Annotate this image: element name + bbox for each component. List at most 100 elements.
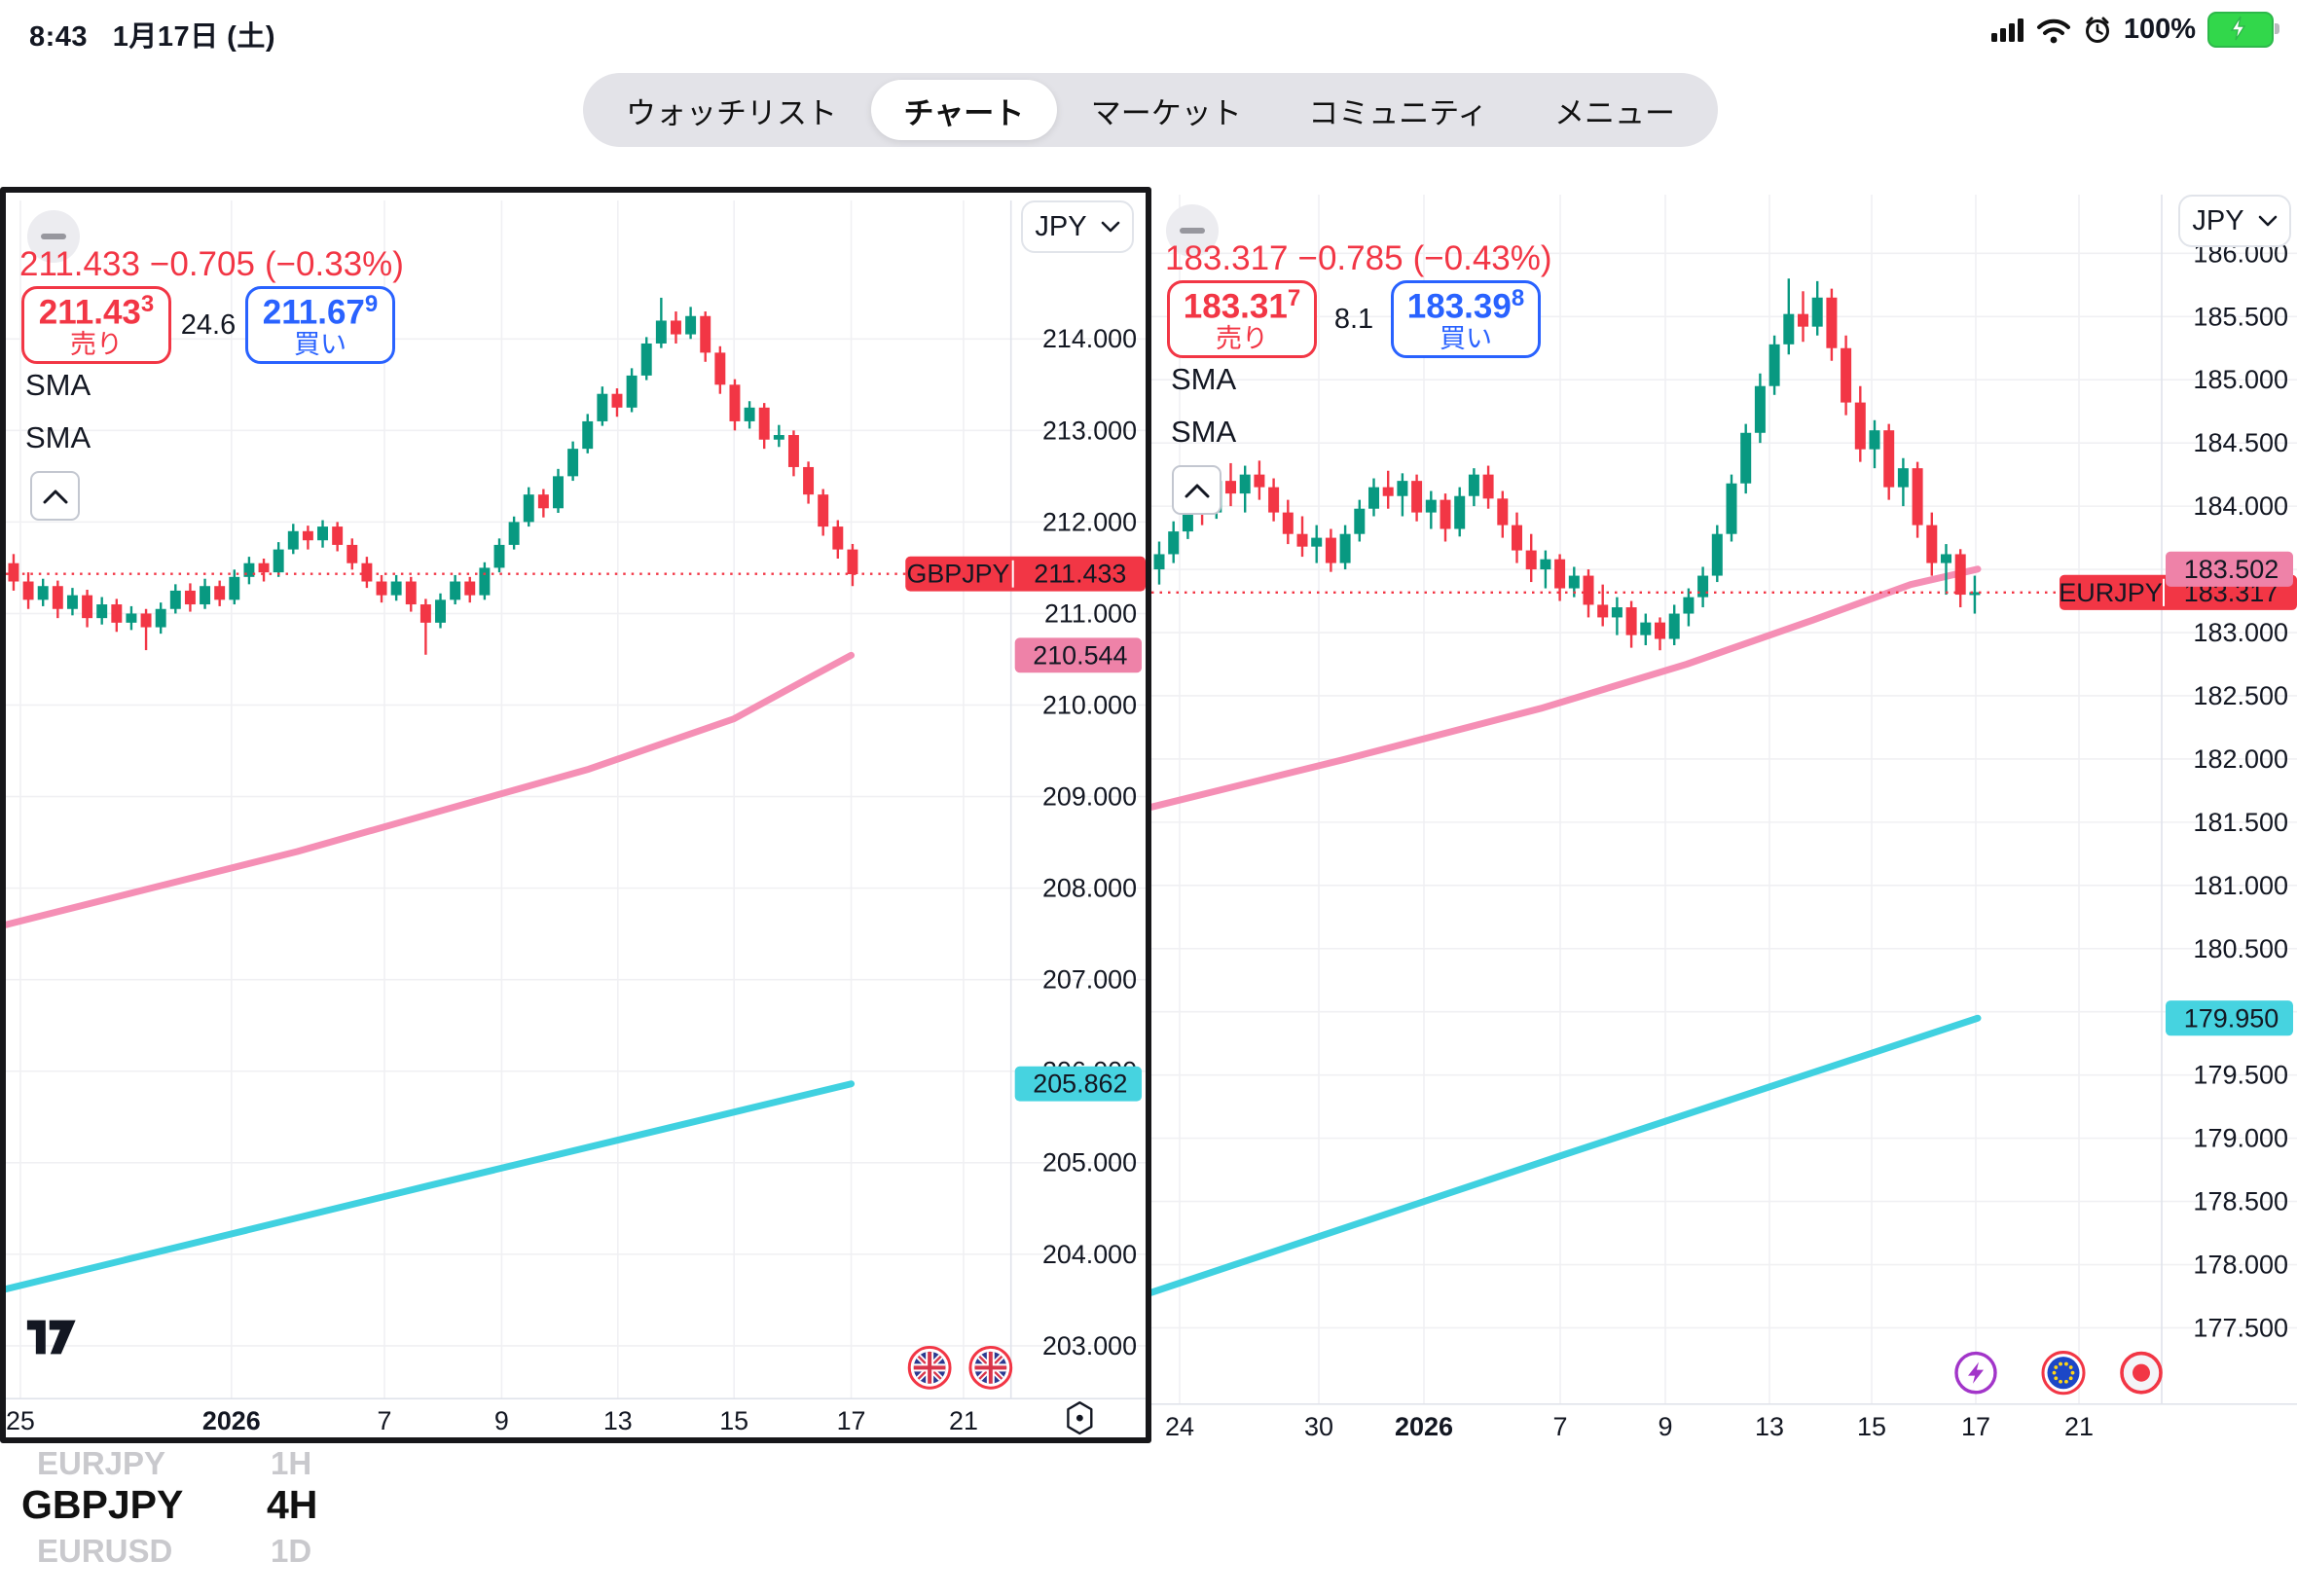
- price-axis-label: 181.000: [2193, 871, 2288, 900]
- status-time: 8:43: [29, 21, 89, 53]
- price-axis-label: 209.000: [1042, 782, 1137, 812]
- time-axis-label: 7: [1552, 1412, 1567, 1441]
- time-axis-label: 25: [6, 1406, 35, 1435]
- price-axis-label: 184.000: [2193, 491, 2288, 521]
- collapse-circle-button[interactable]: [27, 210, 80, 263]
- chevron-up-icon: [1185, 484, 1209, 497]
- time-axis-label: 9: [494, 1406, 509, 1435]
- tab-watchlist[interactable]: ウォッチリスト: [626, 95, 837, 130]
- sma-indicator-label[interactable]: SMA: [25, 368, 91, 402]
- price-axis-label: 185.500: [2193, 302, 2288, 331]
- time-axis-label: 24: [1165, 1412, 1194, 1441]
- tradingview-logo: [26, 1320, 76, 1355]
- price-axis-label: 179.500: [2193, 1061, 2288, 1090]
- price-axis-label: 181.500: [2193, 808, 2288, 837]
- last-price: 183.317: [1165, 239, 1289, 277]
- main-nav-tabs: ウォッチリスト チャート マーケット コミュニティ メニュー: [583, 73, 1718, 147]
- collapse-header-button[interactable]: [1172, 465, 1221, 515]
- price-line-value-badge: 211.433: [1034, 560, 1126, 589]
- time-axis-label: 13: [603, 1406, 633, 1435]
- buy-button[interactable]: 183.398 買い: [1391, 280, 1541, 358]
- collapse-circle-button[interactable]: [1166, 204, 1219, 257]
- chevron-down-icon: [1101, 221, 1119, 233]
- spread-value: 24.6: [180, 308, 237, 341]
- price-axis-label: 204.000: [1042, 1240, 1137, 1269]
- sma-indicator-label[interactable]: SMA: [1171, 415, 1237, 449]
- price-axis-label: 178.500: [2193, 1187, 2288, 1216]
- tab-market[interactable]: マーケット: [1090, 95, 1242, 130]
- chevron-down-icon: [2258, 215, 2277, 227]
- gbpjpy-chart-canvas[interactable]: 214.000 213.000 212.000 211.000 210.000 209.0…: [6, 193, 1146, 1437]
- status-date: 1月17日 (土): [112, 21, 275, 53]
- time-axis-label: 21: [949, 1406, 978, 1435]
- time-axis-label: 2026: [202, 1406, 261, 1435]
- time-axis-label: 7: [378, 1406, 392, 1435]
- price-change: −0.785: [1297, 239, 1404, 277]
- currency-dropdown[interactable]: JPY: [1021, 200, 1134, 253]
- tab-menu[interactable]: メニュー: [1553, 95, 1675, 130]
- time-axis-label: 2026: [1395, 1412, 1453, 1441]
- tab-community[interactable]: コミュニティ: [1308, 95, 1488, 130]
- price-axis-label: 210.000: [1042, 690, 1137, 719]
- currency-dropdown[interactable]: JPY: [2178, 195, 2291, 247]
- price-axis-label: 203.000: [1042, 1331, 1137, 1360]
- sma-value-badge: 205.862: [1033, 1070, 1127, 1099]
- sma-indicator-label[interactable]: SMA: [1171, 362, 1237, 396]
- time-axis-label: 17: [1961, 1412, 1990, 1441]
- collapse-header-button[interactable]: [30, 471, 80, 521]
- chevron-up-icon: [43, 490, 67, 503]
- gbpjpy-chart-panel[interactable]: 214.000 213.000 212.000 211.000 210.000 209.0…: [0, 187, 1151, 1443]
- time-axis-label: 17: [837, 1406, 866, 1435]
- eu-flag-icon[interactable]: [2041, 1351, 2086, 1396]
- last-price: 211.433: [19, 245, 140, 283]
- battery-percent: 100%: [2123, 14, 2196, 45]
- bolt-icon[interactable]: [1954, 1351, 1997, 1395]
- spread-value: 8.1: [1333, 303, 1374, 335]
- price-axis-label: 183.000: [2193, 618, 2288, 647]
- crosshair-target-icon[interactable]: [1067, 1400, 1093, 1435]
- eurjpy-chart-panel[interactable]: 186.000185.500185.000184.500184.000183.5…: [1151, 187, 2297, 1443]
- price-axis-label: 205.000: [1042, 1148, 1137, 1178]
- picker-row[interactable]: EURJPY 1H: [37, 1445, 312, 1481]
- symbol-timeframe-picker[interactable]: EURJPY 1H GBPJPY 4H EURUSD 1D: [0, 1443, 409, 1596]
- price-axis-label: 208.000: [1042, 874, 1137, 903]
- wifi-icon: [2036, 18, 2070, 43]
- time-axis-label: 13: [1755, 1412, 1784, 1441]
- price-axis-label: 185.000: [2193, 365, 2288, 394]
- sma-value-badge: 179.950: [2184, 1003, 2279, 1033]
- eurjpy-chart-canvas[interactable]: 186.000185.500185.000184.500184.000183.5…: [1151, 187, 2297, 1443]
- quote-line: 211.433 −0.705 (−0.33%): [19, 245, 414, 284]
- time-axis-label: 21: [2064, 1412, 2094, 1441]
- price-axis-label: 213.000: [1042, 416, 1137, 445]
- bottom-toolbar: EURJPY 1H GBPJPY 4H EURUSD 1D: [0, 1443, 2297, 1596]
- price-axis-label: 179.000: [2193, 1124, 2288, 1153]
- picker-row[interactable]: EURUSD 1D: [37, 1533, 312, 1569]
- price-axis-label: 212.000: [1042, 507, 1137, 536]
- quote-line: 183.317 −0.785 (−0.43%): [1165, 239, 1562, 278]
- price-axis-label: 214.000: [1042, 324, 1137, 353]
- time-axis-label: 9: [1658, 1412, 1672, 1441]
- sma-indicator-label[interactable]: SMA: [25, 420, 91, 454]
- price-change-pct: (−0.33%): [264, 245, 404, 283]
- price-axis-label: 180.500: [2193, 934, 2288, 963]
- status-bar: 8:43 1月17日 (土) 100%: [0, 0, 2297, 62]
- cellular-icon: [1990, 18, 2024, 42]
- sell-button[interactable]: 211.433 売り: [21, 286, 171, 364]
- buy-button[interactable]: 211.679 買い: [245, 286, 395, 364]
- price-axis-label: 182.500: [2193, 681, 2288, 710]
- price-change: −0.705: [149, 245, 255, 283]
- sma-value-badge: 183.502: [2184, 555, 2279, 584]
- time-axis-label: 15: [719, 1406, 748, 1435]
- price-axis-label: 184.500: [2193, 428, 2288, 457]
- sma-value-badge: 210.544: [1033, 640, 1127, 670]
- price-change-pct: (−0.43%): [1412, 239, 1552, 277]
- price-axis-label: 211.000: [1044, 598, 1137, 628]
- alarm-icon: [2085, 17, 2109, 43]
- tab-chart[interactable]: チャート: [870, 80, 1058, 140]
- sell-button[interactable]: 183.317 売り: [1167, 280, 1317, 358]
- price-axis-label: 207.000: [1042, 965, 1137, 995]
- record-icon[interactable]: [2120, 1351, 2163, 1395]
- picker-row-selected[interactable]: GBPJPY 4H: [21, 1482, 318, 1527]
- time-axis-label: 30: [1304, 1412, 1333, 1441]
